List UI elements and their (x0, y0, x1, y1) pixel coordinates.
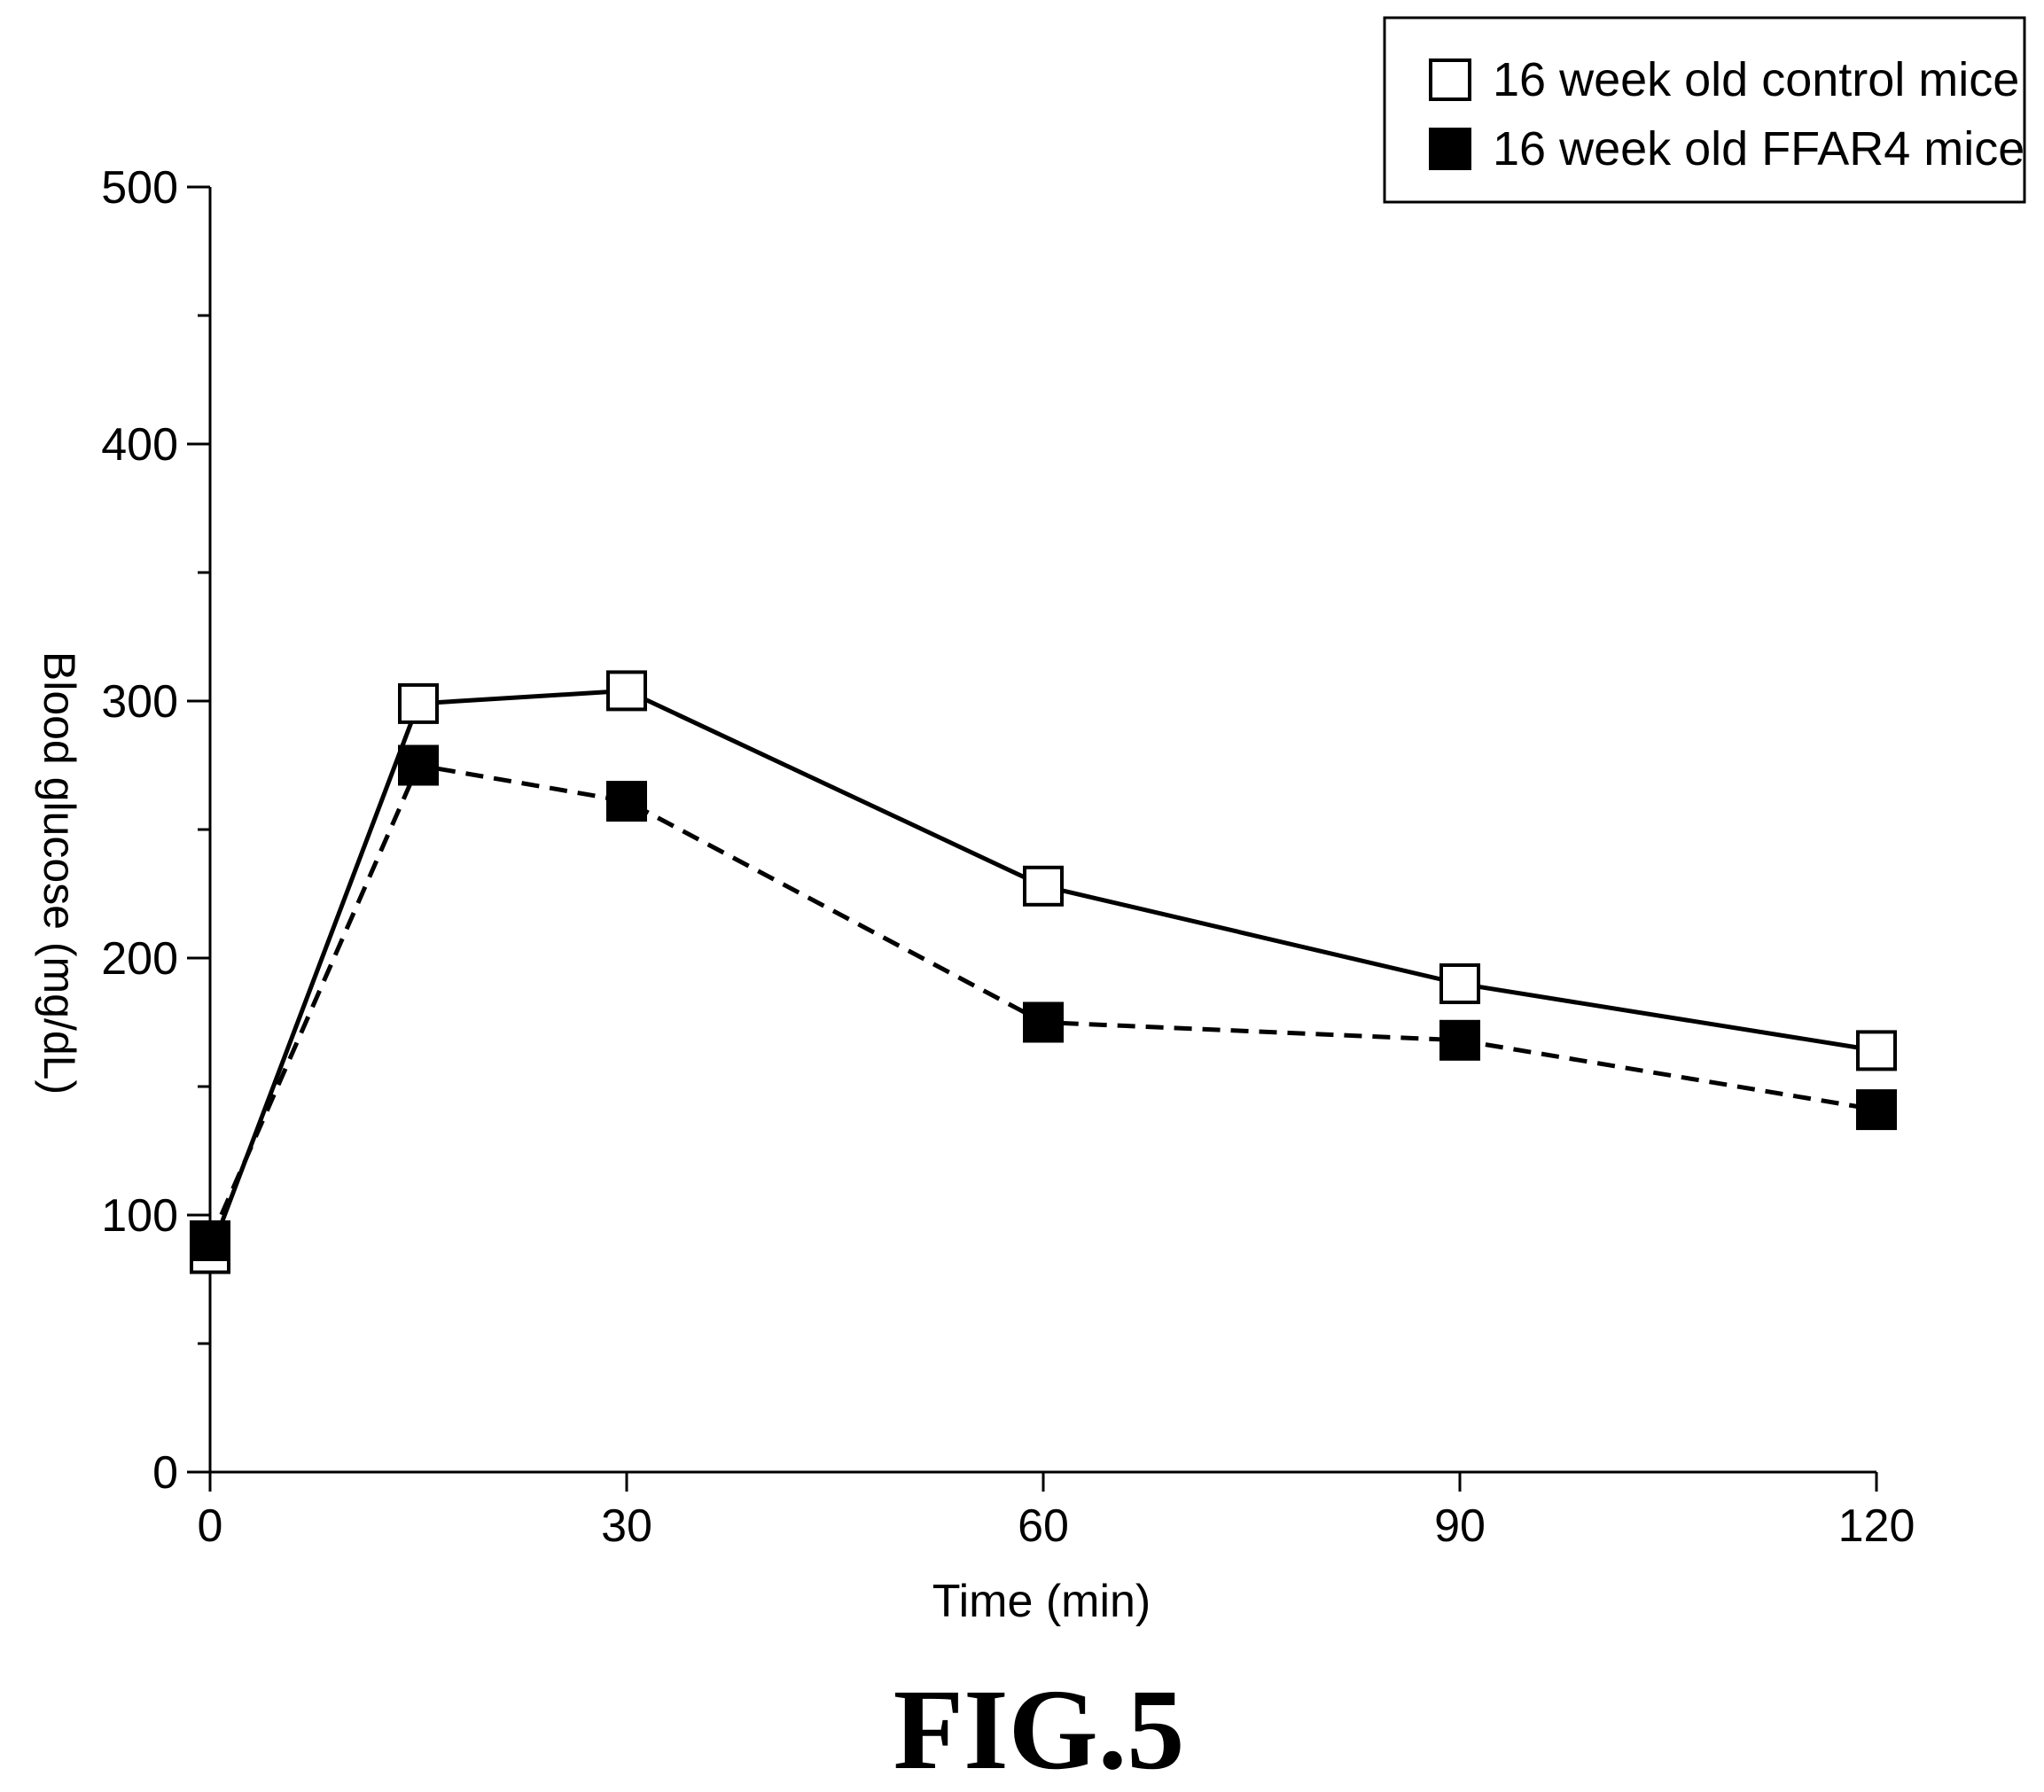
filled-square-marker (606, 781, 647, 822)
y-tick-label: 300 (101, 676, 178, 728)
x-tick-label: 30 (601, 1500, 652, 1552)
x-tick-label: 60 (1018, 1500, 1069, 1552)
filled-square-marker (398, 744, 439, 786)
y-axis-label: Blood glucose (mg/dL) (35, 651, 84, 1095)
filled-square-marker (1856, 1089, 1897, 1131)
x-tick-label: 0 (198, 1500, 223, 1552)
legend-filled-square-icon (1429, 128, 1471, 170)
legend-label: 16 week old FFAR4 mice (1493, 122, 2024, 175)
y-tick-label: 200 (101, 933, 178, 985)
series-line-1 (207, 688, 1877, 1255)
legend-frame (1383, 16, 2026, 204)
legend-open-square-icon (1429, 58, 1471, 101)
open-square-marker (1023, 865, 1064, 907)
x-tick-label: 90 (1434, 1500, 1486, 1552)
open-square-marker (1439, 963, 1480, 1004)
open-square-marker (606, 670, 647, 712)
series-line-2 (207, 763, 1877, 1243)
filled-square-marker (1023, 1001, 1064, 1043)
x-axis-label: Time (min) (932, 1576, 1151, 1627)
legend: 16 week old control mice 16 week old FFAR… (1383, 16, 2026, 204)
filled-square-marker (190, 1220, 230, 1261)
legend-label: 16 week old control mice (1493, 53, 2019, 106)
filled-square-marker (1439, 1019, 1480, 1061)
y-tick-label: 0 (152, 1447, 178, 1499)
y-tick-label: 100 (101, 1190, 178, 1242)
open-square-marker (398, 682, 439, 724)
series-layer (190, 670, 1897, 1274)
axes: 0 100 200 300 400 500 0 30 60 90 120 (101, 162, 1915, 1552)
figure-label: FIG.5 (893, 1666, 1185, 1792)
open-square-marker (1856, 1030, 1897, 1071)
x-tick-label: 120 (1838, 1500, 1915, 1552)
y-tick-label: 500 (101, 162, 178, 214)
y-tick-label: 400 (101, 419, 178, 471)
